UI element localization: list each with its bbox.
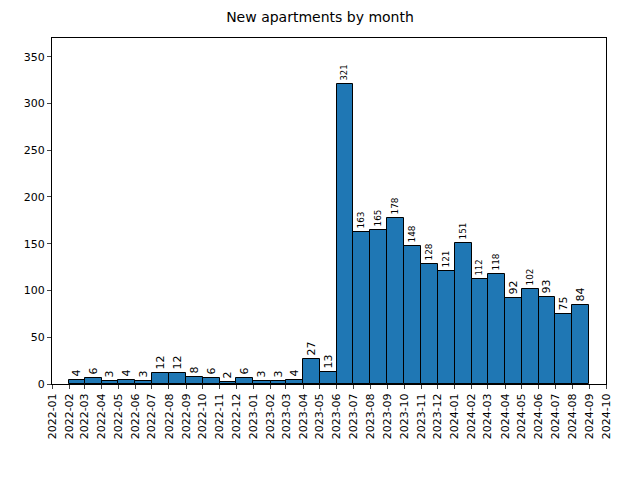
svg-text:2023-07: 2023-07: [347, 393, 360, 439]
svg-text:148: 148: [407, 225, 417, 242]
svg-text:3: 3: [272, 371, 285, 378]
svg-text:128: 128: [424, 243, 434, 260]
svg-text:150: 150: [24, 238, 45, 251]
svg-text:6: 6: [205, 368, 218, 375]
svg-text:50: 50: [31, 331, 45, 344]
svg-text:300: 300: [24, 97, 45, 110]
svg-text:2022-03: 2022-03: [78, 393, 91, 439]
svg-text:2: 2: [221, 372, 234, 379]
svg-text:27: 27: [305, 342, 318, 356]
svg-text:2022-07: 2022-07: [145, 393, 158, 439]
svg-text:151: 151: [458, 223, 468, 240]
svg-text:2022-11: 2022-11: [213, 393, 226, 439]
svg-text:3: 3: [103, 371, 116, 378]
svg-text:2024-05: 2024-05: [515, 393, 528, 439]
svg-text:4: 4: [120, 370, 133, 377]
svg-text:75: 75: [557, 297, 570, 311]
svg-text:350: 350: [24, 51, 45, 64]
svg-text:2022-04: 2022-04: [95, 393, 108, 439]
svg-text:84: 84: [574, 288, 587, 302]
svg-text:New apartments by month: New apartments by month: [226, 9, 414, 25]
svg-text:2022-12: 2022-12: [230, 393, 243, 439]
svg-text:2022-10: 2022-10: [196, 393, 209, 439]
svg-text:163: 163: [356, 212, 366, 229]
svg-text:100: 100: [24, 284, 45, 297]
svg-text:12: 12: [171, 356, 184, 370]
svg-text:200: 200: [24, 191, 45, 204]
svg-text:2023-11: 2023-11: [415, 393, 428, 439]
svg-text:321: 321: [339, 65, 349, 81]
svg-text:102: 102: [525, 269, 535, 286]
svg-text:13: 13: [322, 355, 335, 369]
svg-text:112: 112: [474, 260, 484, 276]
svg-text:4: 4: [288, 370, 301, 377]
svg-text:2024-01: 2024-01: [448, 393, 461, 439]
svg-text:8: 8: [188, 367, 201, 374]
svg-text:2024-02: 2024-02: [465, 393, 478, 439]
svg-text:250: 250: [24, 144, 45, 157]
svg-text:6: 6: [87, 368, 100, 375]
svg-text:2023-08: 2023-08: [364, 393, 377, 439]
svg-text:2024-09: 2024-09: [583, 393, 596, 439]
svg-text:2023-09: 2023-09: [381, 393, 394, 439]
svg-text:4: 4: [70, 370, 83, 377]
svg-text:2023-05: 2023-05: [313, 393, 326, 439]
svg-text:2023-01: 2023-01: [247, 393, 260, 439]
svg-text:178: 178: [390, 197, 400, 214]
svg-text:2022-05: 2022-05: [112, 393, 125, 439]
svg-text:2022-06: 2022-06: [129, 393, 142, 439]
svg-text:2022-02: 2022-02: [63, 393, 76, 439]
svg-text:2023-06: 2023-06: [330, 393, 343, 439]
svg-text:118: 118: [491, 253, 501, 270]
svg-text:2022-09: 2022-09: [180, 393, 193, 439]
svg-text:121: 121: [441, 251, 451, 268]
svg-text:2022-08: 2022-08: [163, 393, 176, 439]
svg-text:2023-10: 2023-10: [398, 393, 411, 439]
svg-text:2024-06: 2024-06: [532, 393, 545, 439]
svg-text:2022-01: 2022-01: [46, 393, 59, 439]
svg-text:2024-03: 2024-03: [481, 393, 494, 439]
svg-text:92: 92: [507, 281, 520, 295]
svg-text:2024-07: 2024-07: [549, 393, 562, 439]
svg-text:93: 93: [540, 280, 553, 294]
svg-text:2023-02: 2023-02: [264, 393, 277, 439]
svg-text:2023-12: 2023-12: [431, 393, 444, 439]
svg-text:2024-08: 2024-08: [566, 393, 579, 439]
svg-text:2024-04: 2024-04: [499, 393, 512, 439]
svg-text:3: 3: [137, 371, 150, 378]
svg-text:2023-04: 2023-04: [297, 393, 310, 439]
svg-text:3: 3: [255, 371, 268, 378]
svg-text:165: 165: [373, 210, 383, 227]
svg-text:2023-03: 2023-03: [280, 393, 293, 439]
svg-text:2024-10: 2024-10: [600, 393, 613, 439]
svg-text:12: 12: [154, 356, 167, 370]
svg-text:0: 0: [38, 378, 45, 391]
svg-text:6: 6: [238, 368, 251, 375]
